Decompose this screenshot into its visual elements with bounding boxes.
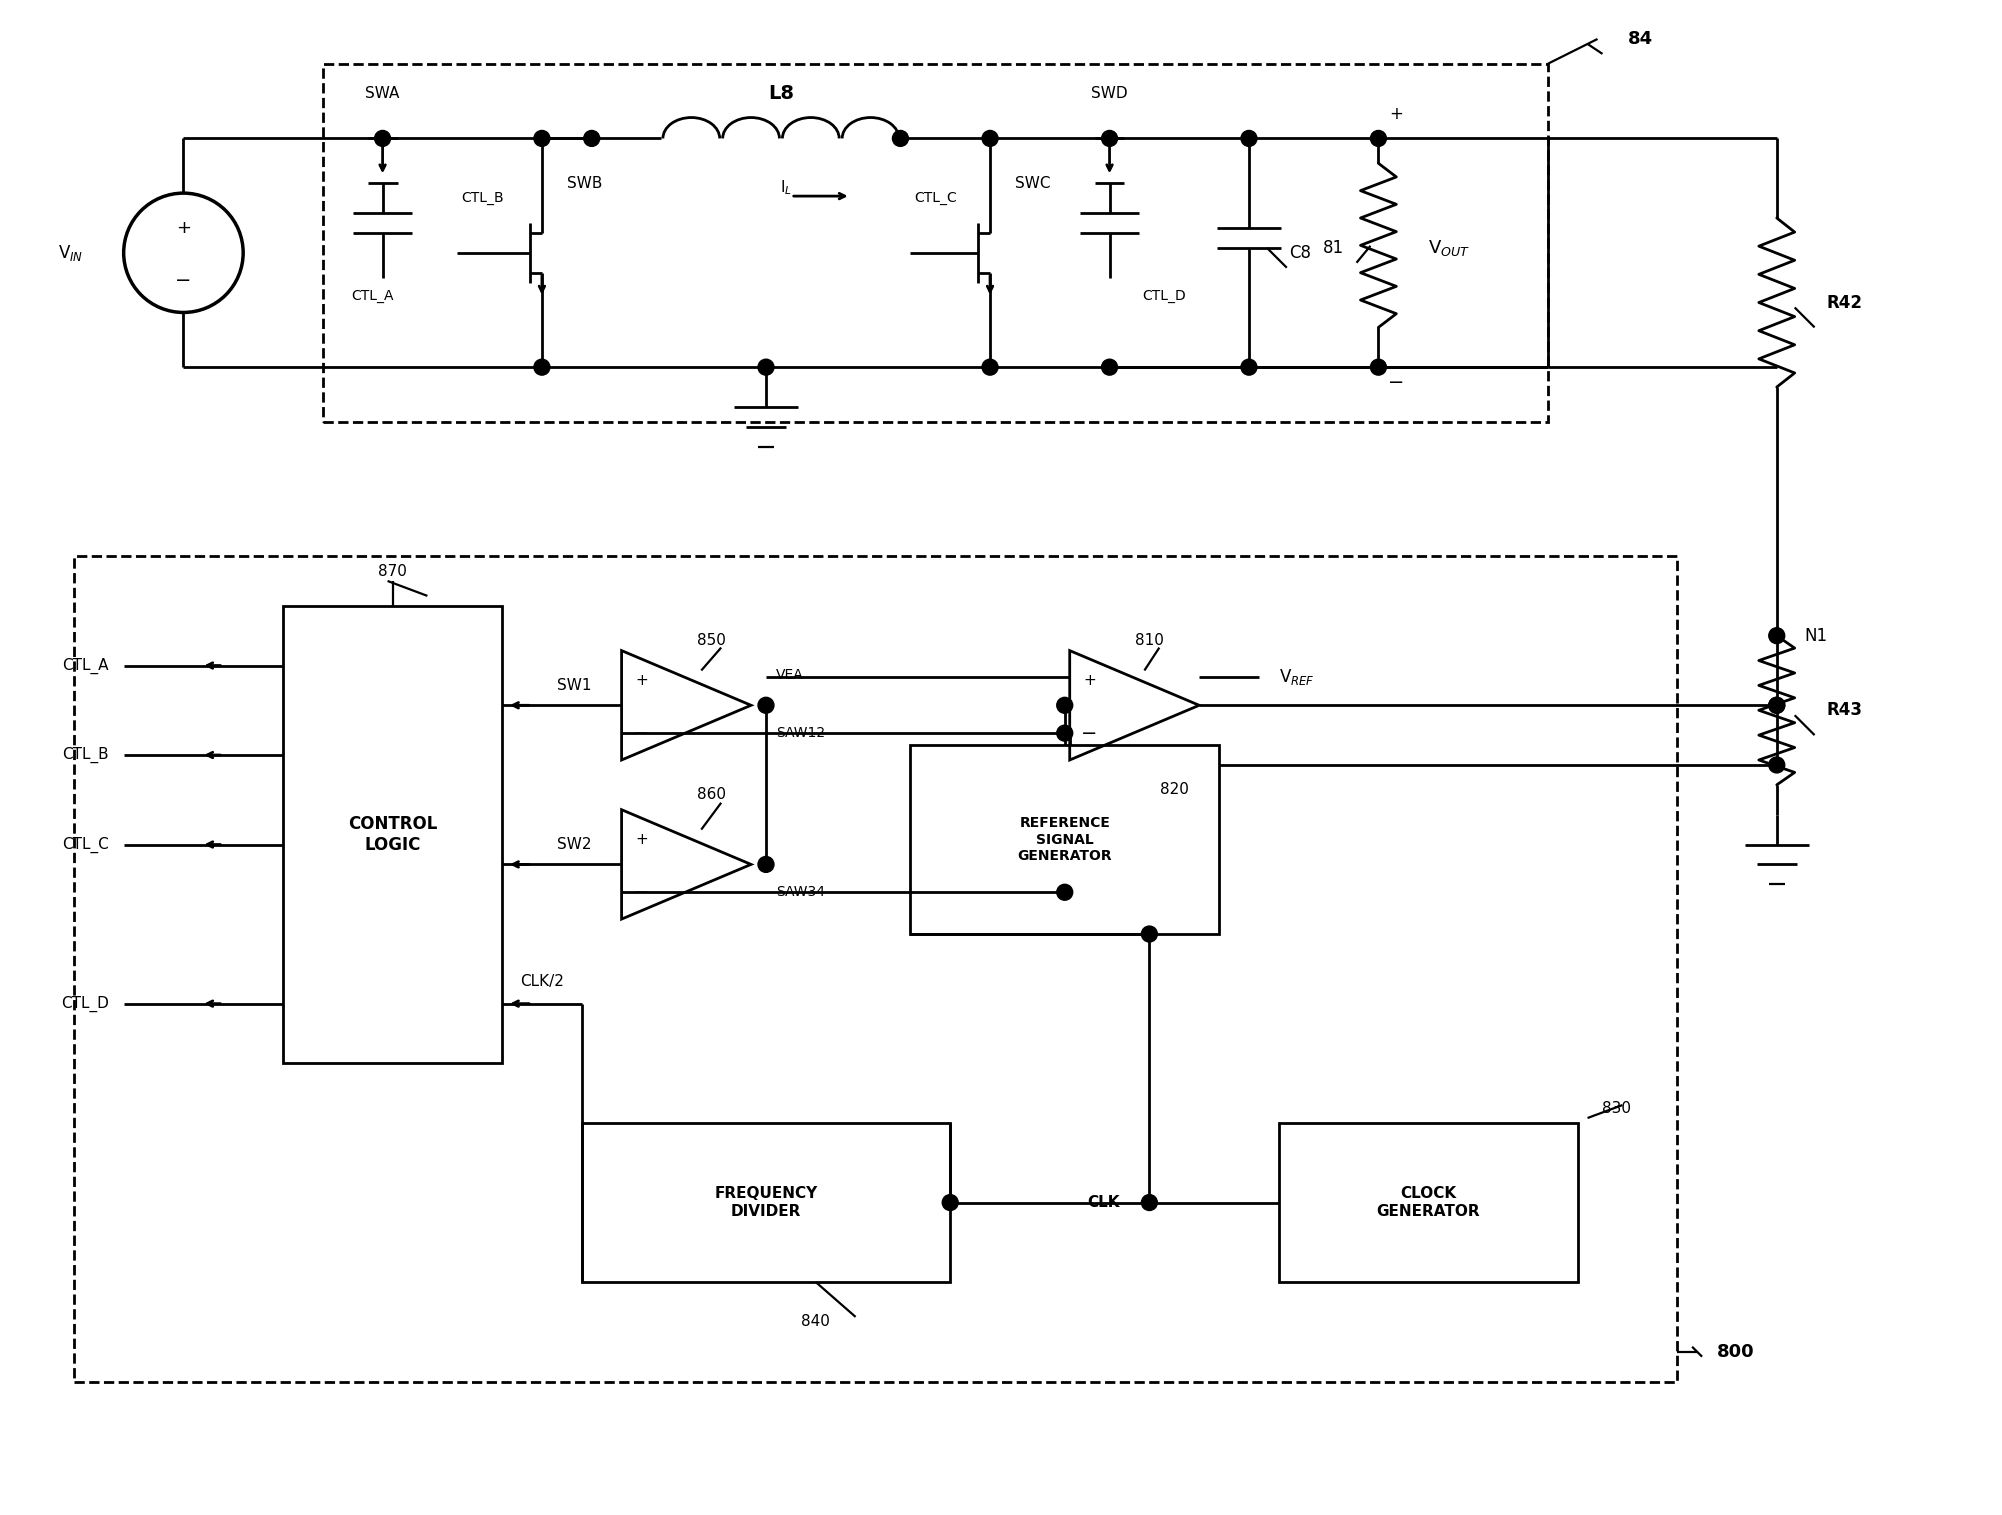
Text: +: +	[635, 673, 649, 688]
Text: 84: 84	[1628, 30, 1652, 48]
Text: CTL_D: CTL_D	[60, 995, 108, 1012]
Text: +: +	[176, 220, 190, 236]
Circle shape	[1057, 885, 1073, 900]
Text: CTL_A: CTL_A	[352, 288, 394, 303]
Text: R43: R43	[1826, 701, 1862, 720]
Circle shape	[759, 697, 775, 714]
Text: 830: 830	[1602, 1100, 1632, 1115]
Text: CLK: CLK	[1087, 1195, 1119, 1210]
Circle shape	[1770, 697, 1784, 714]
Text: SWA: SWA	[366, 86, 400, 102]
Text: VEA: VEA	[777, 668, 803, 682]
Circle shape	[1770, 758, 1784, 773]
Circle shape	[983, 359, 999, 376]
Bar	[282, 606, 503, 1064]
Circle shape	[1241, 130, 1257, 147]
Text: CLOCK
GENERATOR: CLOCK GENERATOR	[1377, 1186, 1479, 1218]
Text: 81: 81	[1323, 239, 1343, 258]
Text: −: −	[633, 724, 651, 742]
Circle shape	[1241, 359, 1257, 376]
Bar	[1279, 1123, 1578, 1282]
Text: L8: L8	[769, 85, 795, 103]
Text: 870: 870	[378, 564, 406, 579]
Circle shape	[893, 130, 909, 147]
Text: I$_{L}$: I$_{L}$	[781, 179, 793, 197]
Text: CTL_C: CTL_C	[913, 191, 957, 205]
Text: SWB: SWB	[567, 176, 603, 191]
Circle shape	[1770, 697, 1784, 714]
Bar	[911, 745, 1219, 935]
Circle shape	[983, 130, 999, 147]
Text: V$_{IN}$: V$_{IN}$	[58, 242, 84, 262]
Circle shape	[759, 856, 775, 873]
Text: V$_{OUT}$: V$_{OUT}$	[1427, 238, 1469, 258]
Text: 820: 820	[1159, 782, 1189, 797]
Circle shape	[535, 359, 551, 376]
Text: CTL_A: CTL_A	[62, 658, 108, 674]
Text: SWD: SWD	[1091, 86, 1127, 102]
Circle shape	[1371, 130, 1387, 147]
Text: −: −	[633, 883, 651, 901]
Circle shape	[943, 1195, 959, 1210]
Text: 800: 800	[1718, 1342, 1754, 1360]
Circle shape	[1101, 359, 1117, 376]
Circle shape	[1141, 1195, 1157, 1210]
Text: FREQUENCY
DIVIDER: FREQUENCY DIVIDER	[715, 1186, 817, 1218]
Text: CTL_C: CTL_C	[62, 836, 108, 853]
Text: +: +	[1083, 673, 1095, 688]
Text: −: −	[1387, 373, 1405, 391]
Text: −: −	[176, 271, 192, 291]
Bar	[322, 64, 1548, 421]
Text: +: +	[635, 832, 649, 847]
Text: +: +	[1389, 105, 1403, 123]
Text: CTL_B: CTL_B	[460, 191, 503, 205]
Text: CONTROL
LOGIC: CONTROL LOGIC	[348, 815, 436, 854]
Text: 850: 850	[697, 633, 725, 648]
Circle shape	[1101, 130, 1117, 147]
Text: SAW34: SAW34	[777, 885, 825, 900]
Text: SWC: SWC	[1015, 176, 1051, 191]
Text: C8: C8	[1289, 244, 1311, 262]
Text: CTL_D: CTL_D	[1143, 288, 1187, 303]
Text: 840: 840	[801, 1315, 831, 1329]
Circle shape	[1371, 359, 1387, 376]
Text: CTL_B: CTL_B	[62, 747, 108, 764]
Text: R42: R42	[1826, 294, 1862, 312]
Text: 860: 860	[697, 788, 725, 803]
Text: V$_{REF}$: V$_{REF}$	[1279, 668, 1315, 688]
Text: REFERENCE
SIGNAL
GENERATOR: REFERENCE SIGNAL GENERATOR	[1017, 817, 1111, 862]
Text: −: −	[1081, 724, 1097, 742]
Text: SAW12: SAW12	[777, 726, 825, 741]
Bar	[74, 556, 1678, 1382]
Text: N1: N1	[1804, 627, 1828, 645]
Circle shape	[1057, 697, 1073, 714]
Circle shape	[759, 359, 775, 376]
Text: 810: 810	[1135, 633, 1163, 648]
Circle shape	[585, 130, 601, 147]
Circle shape	[535, 130, 551, 147]
Text: SW2: SW2	[557, 836, 593, 851]
Text: SW1: SW1	[557, 677, 593, 692]
Circle shape	[1770, 627, 1784, 644]
Circle shape	[374, 130, 390, 147]
Bar	[583, 1123, 951, 1282]
Text: CLK/2: CLK/2	[521, 974, 565, 989]
Circle shape	[1057, 726, 1073, 741]
Circle shape	[1141, 926, 1157, 942]
